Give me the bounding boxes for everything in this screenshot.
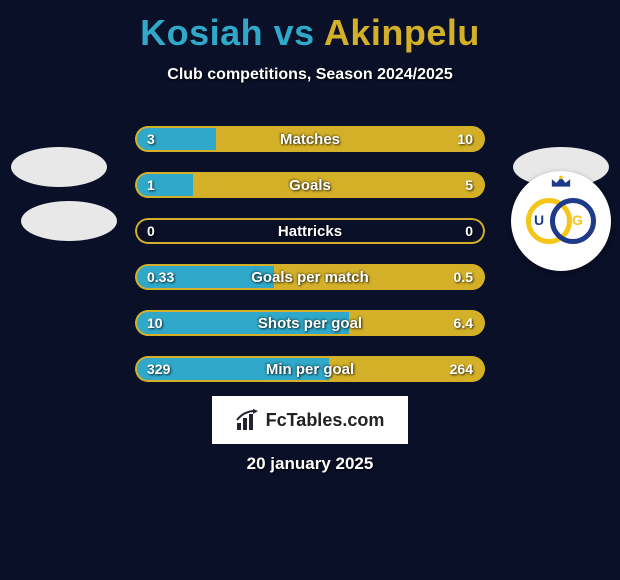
stat-label: Goals per match bbox=[135, 264, 485, 290]
bars-chart-icon bbox=[236, 409, 260, 431]
stat-label: Goals bbox=[135, 172, 485, 198]
union-sg-crest-icon: U G bbox=[511, 171, 611, 271]
player1-club-logo-2 bbox=[18, 170, 120, 272]
stat-value-player2: 264 bbox=[450, 356, 473, 382]
vs-text: vs bbox=[263, 12, 324, 53]
stat-label: Shots per goal bbox=[135, 310, 485, 336]
stat-bar: 0.33Goals per match0.5 bbox=[135, 264, 485, 290]
stat-value-player2: 6.4 bbox=[454, 310, 473, 336]
stat-label: Hattricks bbox=[135, 218, 485, 244]
subtitle: Club competitions, Season 2024/2025 bbox=[0, 66, 620, 84]
stat-bar: 3Matches10 bbox=[135, 126, 485, 152]
stat-label: Matches bbox=[135, 126, 485, 152]
player1-name: Kosiah bbox=[140, 12, 263, 53]
crown-icon bbox=[550, 175, 572, 189]
stat-value-player2: 0.5 bbox=[454, 264, 473, 290]
stat-value-player2: 0 bbox=[465, 218, 473, 244]
stat-label: Min per goal bbox=[135, 356, 485, 382]
player2-name: Akinpelu bbox=[324, 12, 480, 53]
branding-badge: FcTables.com bbox=[212, 396, 408, 444]
branding-text: FcTables.com bbox=[266, 410, 385, 431]
stat-bar: 1Goals5 bbox=[135, 172, 485, 198]
logo-placeholder-icon bbox=[21, 201, 117, 241]
stat-bar: 10Shots per goal6.4 bbox=[135, 310, 485, 336]
stat-bar: 0Hattricks0 bbox=[135, 218, 485, 244]
comparison-title: Kosiah vs Akinpelu bbox=[0, 0, 620, 54]
stat-bar: 329Min per goal264 bbox=[135, 356, 485, 382]
stat-value-player2: 5 bbox=[465, 172, 473, 198]
stats-bars: 3Matches10 1Goals5 0Hattricks0 0.33Goals pe… bbox=[135, 126, 485, 402]
player2-club-logo-2: U G bbox=[510, 170, 612, 272]
snapshot-date: 20 january 2025 bbox=[0, 454, 620, 474]
stat-value-player2: 10 bbox=[457, 126, 473, 152]
